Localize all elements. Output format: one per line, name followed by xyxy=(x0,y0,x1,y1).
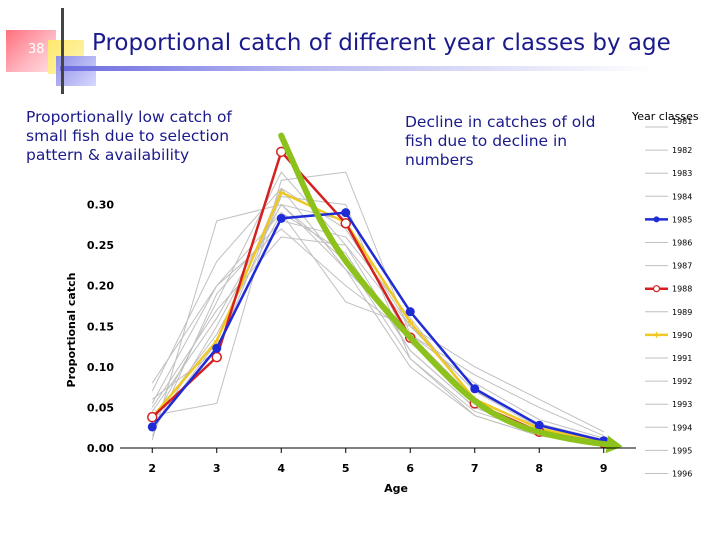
annotation-left: Proportionally low catch of small fish d… xyxy=(26,108,232,164)
point-1985 xyxy=(470,384,480,394)
point-1985 xyxy=(534,420,544,430)
series-line-1990 xyxy=(151,190,605,444)
point-1985 xyxy=(147,422,157,432)
legend-label-1985: 1985 xyxy=(672,215,692,224)
legend-label-1988: 1988 xyxy=(672,285,692,294)
series-line-1986 xyxy=(151,171,604,444)
slide-title: Proportional catch of different year cla… xyxy=(92,30,671,56)
point-1985 xyxy=(405,307,415,317)
y-tick-label: 0.30 xyxy=(87,199,114,212)
series-line-1991 xyxy=(151,211,604,433)
legend-label-1983: 1983 xyxy=(672,169,692,178)
trend-arrow-group xyxy=(278,132,623,454)
legend-marker-1988 xyxy=(652,285,661,293)
legend-marker-1990 xyxy=(653,331,660,338)
series-line-1984 xyxy=(151,236,604,441)
series-line-1987 xyxy=(151,228,604,437)
legend-label-1992: 1992 xyxy=(672,377,692,386)
trend-arrow-line xyxy=(278,132,620,449)
x-tick-label: 3 xyxy=(213,462,221,475)
legend-label-1986: 1986 xyxy=(672,239,692,248)
y-axis-label: Proportional catch xyxy=(65,273,78,388)
x-tick-label: 8 xyxy=(535,462,543,475)
point-1985 xyxy=(212,343,222,353)
y-tick-label: 0.00 xyxy=(87,442,114,455)
slide-number: 38 xyxy=(28,42,45,57)
series-line-1995 xyxy=(151,187,604,442)
y-tick-label: 0.25 xyxy=(87,239,114,252)
point-1990 xyxy=(407,319,414,326)
series-line-1985 xyxy=(151,211,605,442)
y-tick-label: 0.20 xyxy=(87,280,114,293)
title-vertical-bar xyxy=(61,8,64,94)
x-tick-label: 2 xyxy=(148,462,156,475)
series-line-1981 xyxy=(151,204,604,444)
legend-label-1995: 1995 xyxy=(672,446,692,455)
legend-label-1990: 1990 xyxy=(672,331,692,340)
x-tick-label: 6 xyxy=(406,462,414,475)
legend-label-1994: 1994 xyxy=(672,423,692,432)
legend-label-1996: 1996 xyxy=(672,470,692,479)
legend-label-1981: 1981 xyxy=(672,117,692,126)
legend-marker-1985 xyxy=(653,216,660,223)
legend-label-1982: 1982 xyxy=(672,146,692,155)
title-underline xyxy=(60,66,656,71)
slide-number-badge xyxy=(6,30,56,72)
axes-group: 0.00 0.05 0.10 0.15 0.20 0.25 0.30 2 3 4 5 6 7 8 9 Age P… xyxy=(65,199,636,495)
point-1990 xyxy=(213,337,220,344)
x-tick-label: 5 xyxy=(342,462,350,475)
legend-label-1984: 1984 xyxy=(672,192,692,201)
gray-series-group xyxy=(151,171,604,445)
point-1985 xyxy=(276,213,286,223)
point-1988 xyxy=(147,411,158,423)
legend-label-1991: 1991 xyxy=(672,354,692,363)
series-line-1994 xyxy=(151,203,604,439)
point-1988 xyxy=(340,217,351,229)
point-1985 xyxy=(341,208,351,218)
x-axis-label: Age xyxy=(384,482,408,495)
annotation-right: Decline in catches of old fish due to de… xyxy=(405,113,596,169)
trend-arrow-head xyxy=(605,435,623,454)
legend-title: Year classes xyxy=(631,110,699,123)
x-tick-label: 4 xyxy=(277,462,285,475)
x-tick-label: 9 xyxy=(600,462,608,475)
point-1990 xyxy=(278,189,285,196)
y-tick-label: 0.10 xyxy=(87,361,114,374)
x-tick-label: 7 xyxy=(471,462,479,475)
legend-label-1987: 1987 xyxy=(672,262,692,271)
y-tick-label: 0.05 xyxy=(87,401,114,414)
y-tick-label: 0.15 xyxy=(87,320,114,333)
legend-label-1989: 1989 xyxy=(672,308,692,317)
legend-label-1993: 1993 xyxy=(672,400,692,409)
